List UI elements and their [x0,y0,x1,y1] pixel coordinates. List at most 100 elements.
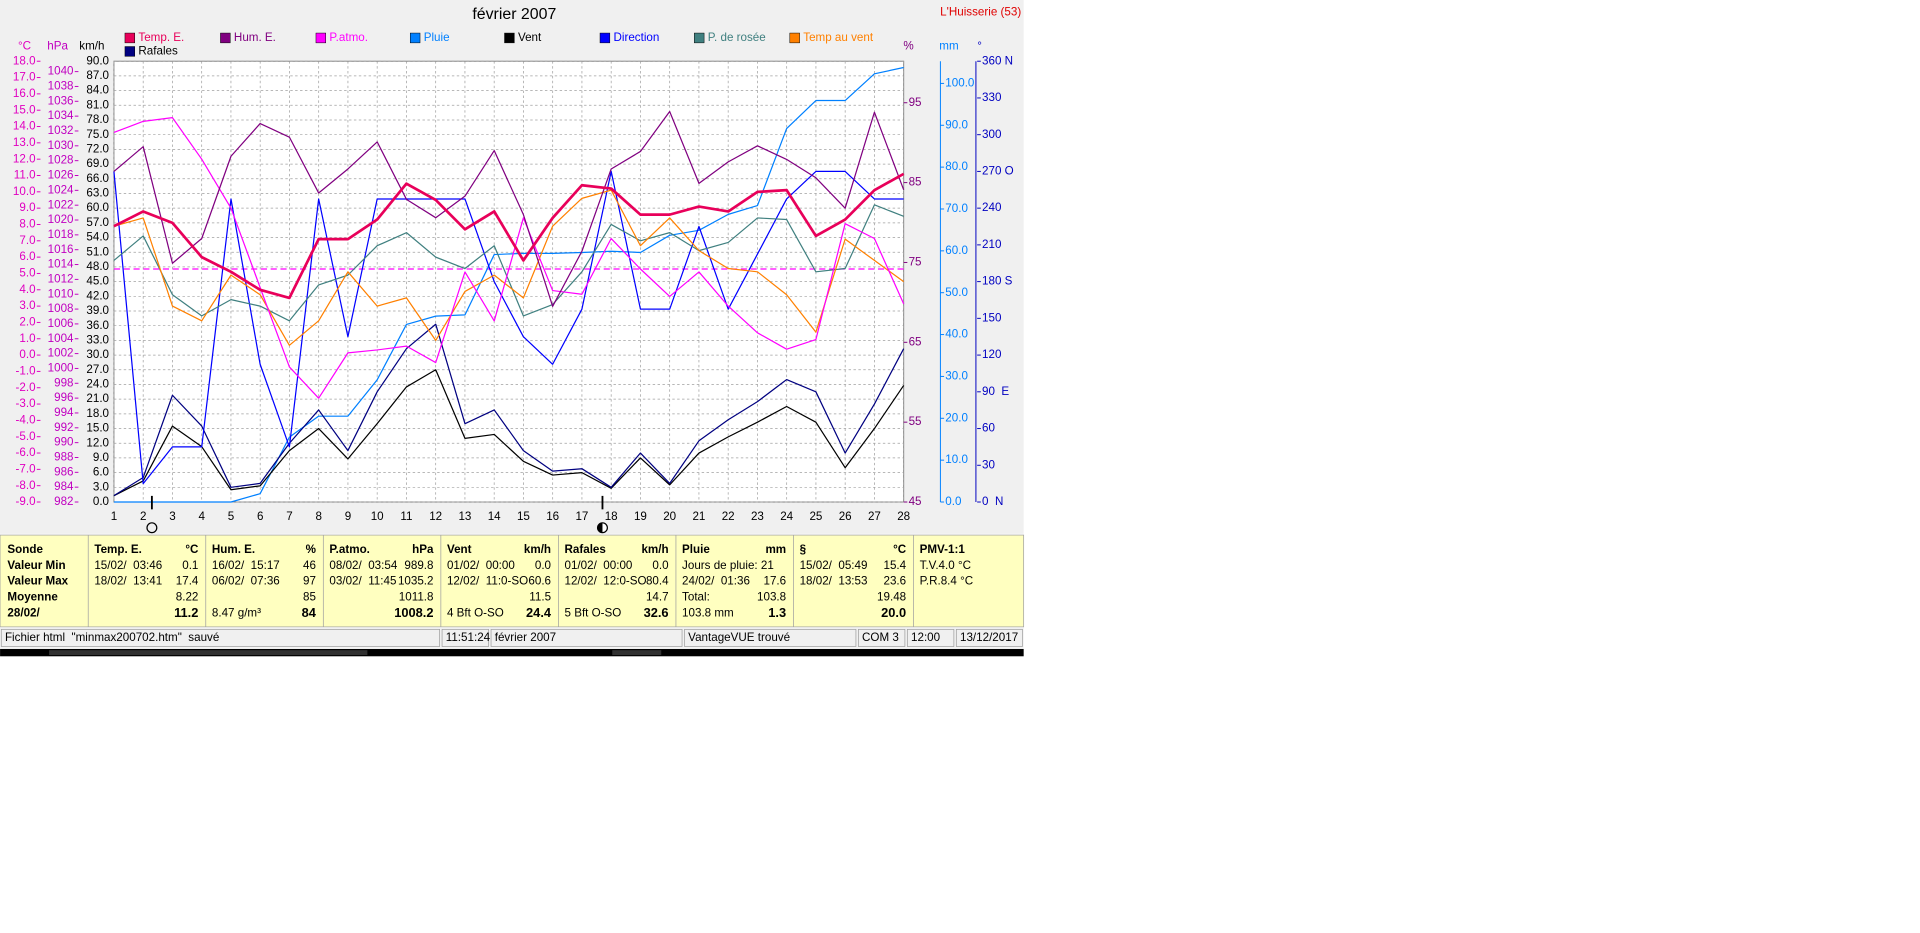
y-tick-label: 1016 [48,243,74,256]
row-label: 28/02/ [7,607,40,620]
series-line [113,204,904,322]
cell-text: 06/02/ 07:36 [212,575,280,588]
status-text: COM 3 [862,631,899,644]
status-text: VantageVUE trouvé [688,631,790,644]
cell-text: 12/02/ 11:0-SO [447,575,528,588]
x-tick-label: 27 [868,510,881,523]
y-tick-label: 1000 [48,362,74,375]
y-tick-label: -7.0 [16,462,37,475]
y-tick-label: 27.0 [86,363,109,376]
column-unit: °C [185,543,199,556]
row-label: Valeur Max [7,575,68,588]
legend-swatch [124,32,135,44]
y-tick-label: 3.0 [19,299,36,312]
y-tick-label: 990 [54,436,74,449]
new-moon-icon [146,522,158,534]
cell-text: 08/02/ 03:54 [329,559,397,572]
legend-swatch [599,32,611,44]
x-tick-label: 22 [722,510,735,523]
y-tick-label: 70.0 [945,202,968,215]
column-unit: km/h [524,543,551,556]
y-tick-label: 57.0 [86,216,109,229]
x-tick-label: 1 [111,510,117,523]
column-title: Pluie [682,543,710,556]
x-tick-label: 12 [429,510,442,523]
y-tick-label: 1026 [48,169,74,182]
cell-value: 1008.2 [394,605,433,620]
cell-value: 85 [303,591,316,604]
series-line [113,117,905,399]
y-tick-label: 1010 [48,287,74,300]
y-tick-label: 20.0 [945,411,968,424]
x-tick-label: 11 [400,510,412,523]
y-tick-label: 1022 [48,198,74,211]
y-tick-label: 30.0 [945,370,968,383]
y-tick-label: 998 [54,376,73,389]
legend-label: Direction [613,31,659,44]
y-tick-label: 65 [909,335,922,348]
status-cell [0,628,440,647]
y-tick-label: 18.0 [86,407,109,420]
cell-value: 11.2 [174,605,198,620]
column-title: PMV-1:1 [920,543,966,556]
y-tick-label: 7.0 [19,234,36,247]
y-tick-label: 5.0 [19,267,36,280]
cell-text: 8.47 g/m³ [212,607,261,620]
cell-text: Jours de pluie: 21 [682,559,774,572]
cell-value: 1011.8 [399,591,434,604]
y-tick-label: 0.0 [93,495,110,508]
y-tick-label: 36.0 [86,319,109,332]
y-tick-label: 1028 [48,154,74,167]
y-tick-label: 1038 [48,80,74,93]
column-title: Vent [447,543,472,556]
y-tick-label: 12.0 [13,152,36,165]
y-tick-label: 180 S [982,275,1013,288]
y-tick-label: 1012 [48,272,74,285]
y-tick-label: 1032 [48,124,74,137]
y-tick-label: 12.0 [86,436,109,449]
x-tick-label: 23 [751,510,764,523]
y-tick-label: 984 [54,480,74,493]
cell-text: 4 Bft O-SO [447,607,504,620]
y-tick-label: 992 [54,421,73,434]
column-unit: km/h [641,543,668,556]
y-tick-label: 988 [54,451,73,464]
column-unit: mm [765,543,786,556]
status-text: 12:00 [911,631,941,644]
y-tick-label: 1004 [48,332,74,345]
y-tick-label: 18.0 [13,54,36,67]
y-tick-label: 270 O [982,164,1014,177]
y-tick-label: 50.0 [945,286,968,299]
status-text: Fichier html "minmax200702.htm" sauvé [5,631,219,644]
status-cell [441,628,489,647]
y-tick-label: 1040 [48,65,74,78]
column-unit: °C [893,543,907,556]
y-tick-label: 72.0 [86,142,109,155]
y-tick-label: 0.0 [19,348,36,361]
column-title: § [800,543,806,556]
cell-text: 15/02/ 03:46 [94,559,162,572]
column-title: Temp. E. [94,543,142,556]
y-tick-label: 87.0 [86,69,109,82]
y-tick-label: 60.0 [86,201,109,214]
column-unit: % [306,543,317,556]
summary-table [0,534,1025,628]
taskbar-item [612,650,662,656]
table-corner: Sonde [7,543,43,556]
y-tick-label: 994 [54,406,74,419]
y-tick-label: 90.0 [86,54,109,67]
y-tick-label: 60 [982,422,995,435]
x-tick-label: 28 [897,510,910,523]
cell-value: 14.7 [646,591,669,604]
y-tick-label: 17.0 [13,71,36,84]
y-tick-label: 90 E [982,385,1009,398]
legend-label: Pluie [424,31,450,44]
series-line [113,110,905,307]
y-tick-label: 85 [909,176,922,189]
cell-value: 15.4 [883,559,906,572]
y-tick-label: 16.0 [13,87,36,100]
axis-title: °C [18,40,31,53]
y-tick-label: 330 [982,91,1002,104]
axis-title: % [903,40,913,53]
